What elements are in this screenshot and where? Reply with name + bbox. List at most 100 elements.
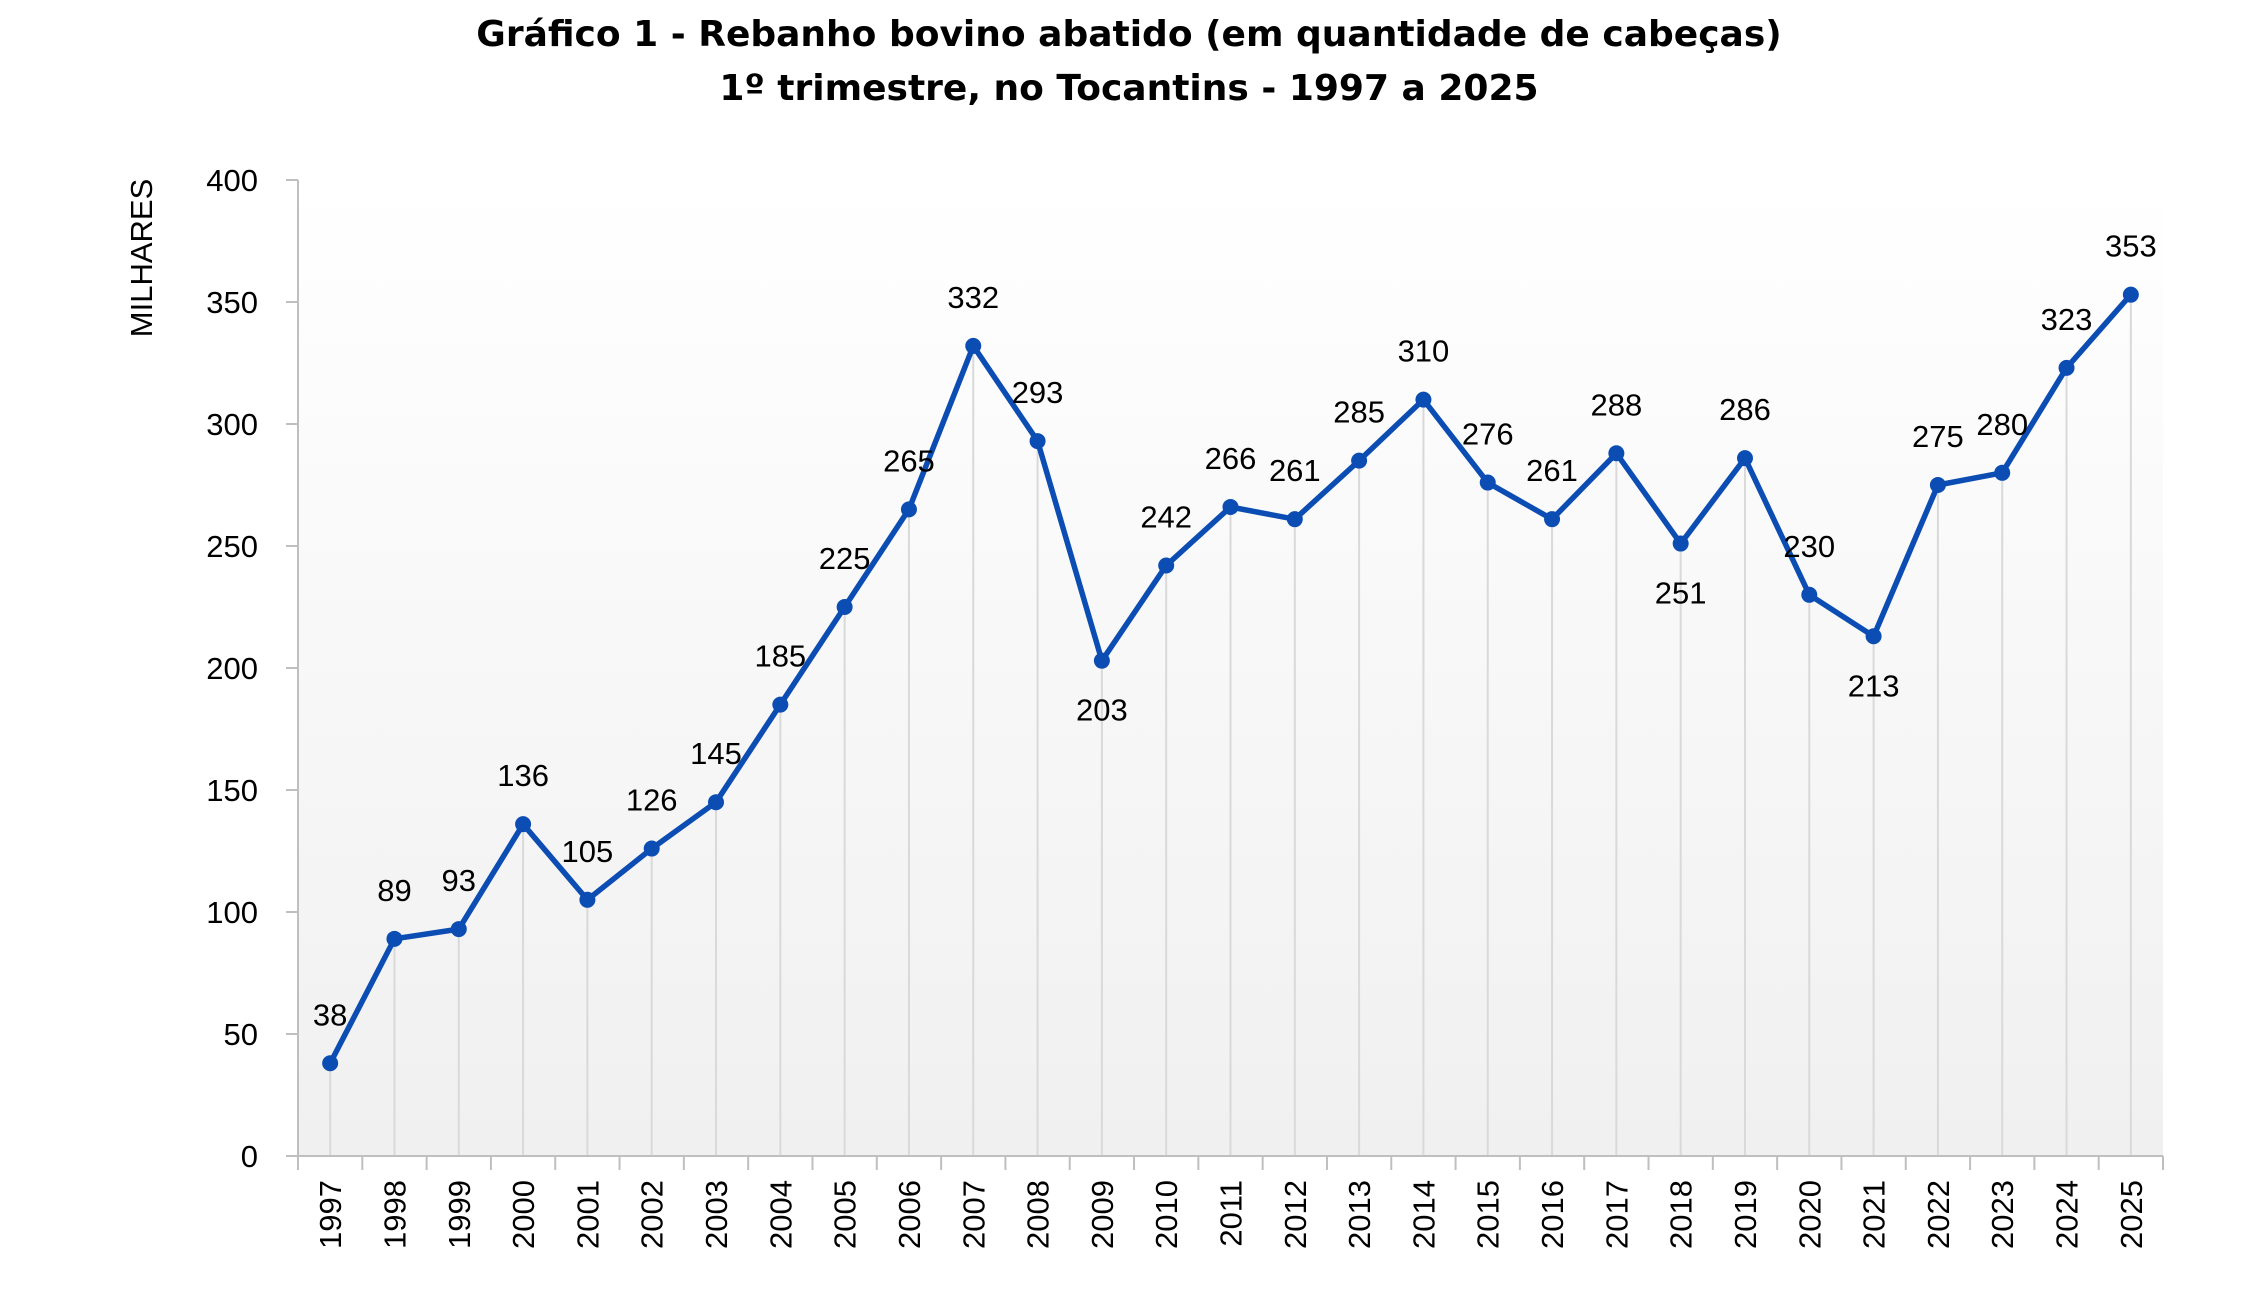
data-label: 310	[1398, 334, 1450, 369]
data-label: 261	[1269, 453, 1321, 488]
data-point	[1994, 464, 2011, 481]
data-point	[1093, 652, 1110, 669]
data-point	[900, 501, 917, 518]
data-label: 105	[562, 834, 614, 869]
chart-title: Gráfico 1 - Rebanho bovino abatido (em q…	[0, 8, 2258, 116]
x-tick-label: 2010	[1149, 1180, 1184, 1249]
y-tick-label: 150	[206, 773, 258, 808]
data-label: 288	[1590, 387, 1642, 422]
x-tick-label: 2001	[570, 1180, 605, 1249]
x-tick-label: 2011	[1214, 1180, 1249, 1247]
data-label: 276	[1462, 417, 1514, 452]
x-tick-label: 2013	[1342, 1180, 1377, 1249]
data-point	[1222, 498, 1239, 515]
data-point	[386, 930, 403, 947]
data-point	[643, 840, 660, 857]
data-point	[965, 337, 982, 354]
data-label: 280	[1976, 407, 2028, 442]
data-label: 266	[1205, 441, 1257, 476]
data-label: 89	[377, 873, 411, 908]
x-tick-label: 2014	[1406, 1180, 1441, 1249]
data-point	[772, 696, 789, 713]
x-tick-label: 2012	[1278, 1180, 1313, 1249]
x-tick-label: 2023	[1985, 1180, 2020, 1249]
data-label: 185	[754, 639, 806, 674]
data-point	[1608, 445, 1625, 462]
data-point	[1736, 450, 1753, 467]
x-tick-label: 2005	[828, 1180, 863, 1249]
data-label: 275	[1912, 419, 1964, 454]
y-tick-label: 250	[206, 529, 258, 564]
data-label: 38	[313, 997, 347, 1032]
data-point	[1415, 391, 1432, 408]
data-point	[1158, 557, 1175, 574]
data-point	[836, 599, 853, 615]
x-tick-label: 2002	[635, 1180, 670, 1249]
y-tick-label: 400	[206, 163, 258, 198]
data-label: 323	[2041, 302, 2093, 337]
x-tick-label: 2019	[1728, 1180, 1763, 1249]
data-point	[322, 1055, 339, 1072]
data-label: 242	[1140, 500, 1192, 535]
data-label: 286	[1719, 392, 1771, 427]
data-point	[1351, 452, 1368, 469]
chart-title-line2: 1º trimestre, no Tocantins - 1997 a 2025	[719, 68, 1539, 109]
data-label: 126	[626, 783, 678, 818]
data-point	[1286, 511, 1303, 528]
data-point	[450, 921, 467, 938]
data-point	[1929, 477, 1946, 493]
data-point	[515, 816, 532, 833]
data-point	[2058, 359, 2075, 376]
data-label: 93	[442, 863, 476, 898]
data-label: 353	[2105, 229, 2157, 264]
y-tick-label: 200	[206, 651, 258, 686]
data-point	[1479, 474, 1496, 491]
data-label: 145	[690, 736, 742, 771]
x-tick-label: 2017	[1599, 1180, 1634, 1249]
x-tick-label: 2004	[763, 1180, 798, 1249]
data-label: 332	[947, 280, 999, 315]
y-axis-label: MILHARES	[124, 179, 159, 337]
x-tick-label: 2021	[1857, 1180, 1892, 1249]
data-label: 225	[819, 541, 871, 576]
x-tick-label: 2006	[892, 1180, 927, 1249]
chart-title-line1: Gráfico 1 - Rebanho bovino abatido (em q…	[476, 14, 1782, 55]
data-point	[579, 891, 596, 908]
y-tick-label: 100	[206, 895, 258, 930]
y-tick-label: 350	[206, 285, 258, 320]
data-label: 251	[1655, 576, 1707, 611]
data-label: 213	[1848, 668, 1900, 703]
x-tick-label: 2000	[506, 1180, 541, 1249]
x-tick-label: 1999	[442, 1180, 477, 1249]
x-tick-label: 2003	[699, 1180, 734, 1249]
data-label: 261	[1526, 453, 1578, 488]
x-tick-label: 2020	[1792, 1180, 1827, 1249]
x-tick-label: 2009	[1085, 1180, 1120, 1249]
data-point	[1029, 433, 1046, 450]
y-tick-label: 300	[206, 407, 258, 442]
x-tick-label: 2025	[2114, 1180, 2149, 1249]
data-label: 230	[1783, 529, 1835, 564]
y-tick-label: 0	[241, 1139, 258, 1174]
data-point	[708, 794, 725, 811]
data-label: 265	[883, 443, 935, 478]
x-tick-label: 2008	[1021, 1180, 1056, 1249]
y-tick-label: 50	[224, 1017, 258, 1052]
data-label: 136	[497, 758, 549, 793]
x-tick-label: 1997	[313, 1180, 348, 1249]
x-tick-label: 2024	[2050, 1180, 2085, 1249]
data-label: 285	[1333, 395, 1385, 430]
x-tick-label: 2016	[1535, 1180, 1570, 1249]
data-point	[2122, 286, 2139, 303]
data-label: 203	[1076, 693, 1128, 728]
x-tick-label: 2015	[1471, 1180, 1506, 1249]
x-tick-label: 2018	[1664, 1180, 1699, 1249]
data-label: 293	[1012, 375, 1064, 410]
data-point	[1544, 511, 1561, 528]
data-point	[1801, 586, 1818, 603]
x-tick-label: 1998	[377, 1180, 412, 1249]
x-tick-label: 2007	[956, 1180, 991, 1249]
data-point	[1865, 628, 1882, 645]
data-point	[1672, 535, 1689, 552]
